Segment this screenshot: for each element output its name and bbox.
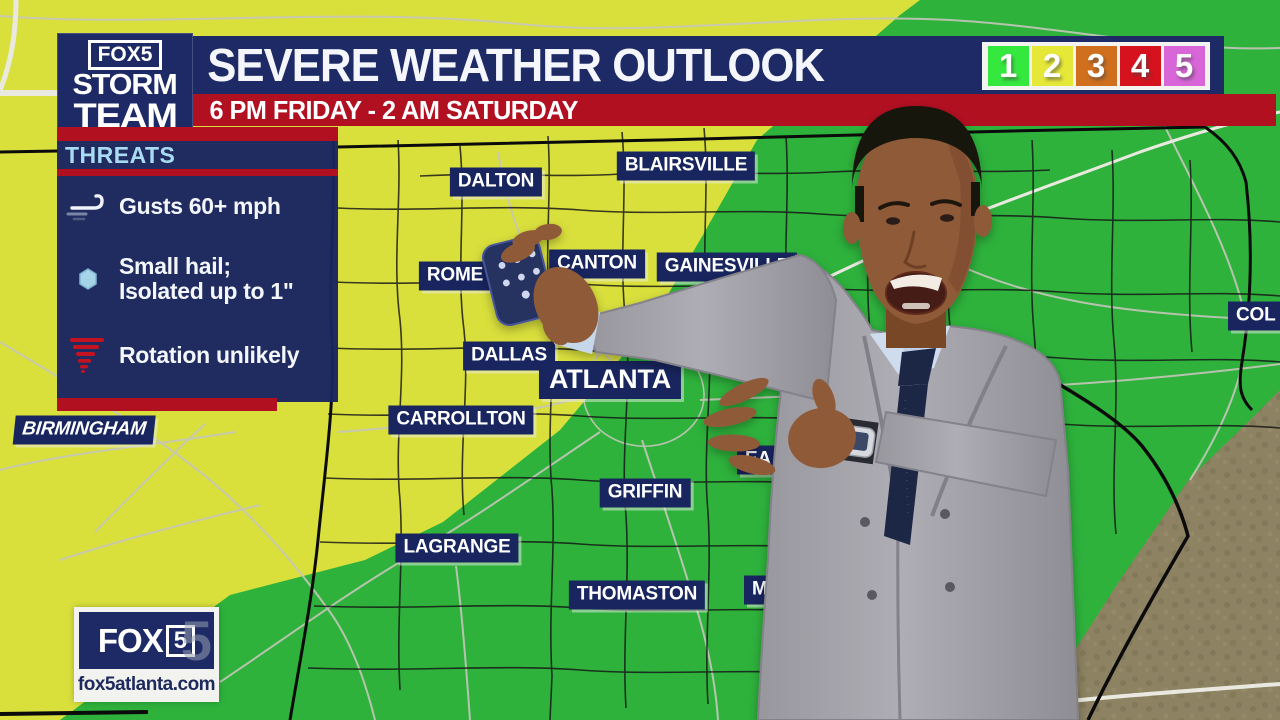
severity-level-5: 5 xyxy=(1163,46,1205,86)
city-label-blairsville: BLAIRSVILLE xyxy=(616,151,756,181)
time-range-text: 6 PM FRIDAY - 2 AM SATURDAY xyxy=(209,94,579,125)
page-title: SEVERE WEATHER OUTLOOK xyxy=(207,39,825,91)
severity-level-2: 2 xyxy=(1031,46,1073,86)
severity-level-4: 4 xyxy=(1119,46,1161,86)
storm-team-logo: FOX5 STORM TEAM xyxy=(57,33,193,133)
city-label-carrollton: CARROLLTON xyxy=(388,405,534,435)
threat-text-hail-1: Small hail; xyxy=(119,253,231,279)
threat-text-hail-2: Isolated up to 1" xyxy=(119,278,294,304)
severity-level-1: 1 xyxy=(987,46,1029,86)
river-line xyxy=(1046,375,1190,720)
logo-fox5-text: FOX5 xyxy=(87,40,163,70)
city-label-m: M xyxy=(744,575,776,605)
city-label-ea: EA xyxy=(737,445,779,475)
severity-level-3: 3 xyxy=(1075,46,1117,86)
threats-red-footer xyxy=(57,398,277,411)
header-time-bar: 6 PM FRIDAY - 2 AM SATURDAY xyxy=(192,94,1276,126)
logo-red-underline xyxy=(57,127,338,141)
no-risk-terrain xyxy=(1030,390,1280,720)
city-label-canton: CANTON xyxy=(549,249,645,279)
city-label-griffin: GRIFFIN xyxy=(599,478,691,508)
wind-gust-icon xyxy=(57,190,119,222)
threat-text-wind: Gusts 60+ mph xyxy=(119,192,281,219)
city-label-atlanta: ATLANTA xyxy=(538,361,682,399)
threat-row-hail: Small hail; Isolated up to 1" xyxy=(57,249,338,309)
city-label-birmingham: BIRMINGHAM xyxy=(12,415,156,445)
city-label-col: COL xyxy=(1228,301,1280,331)
city-label-lagrange: LAGRANGE xyxy=(395,533,519,563)
threat-text-rotation: Rotation unlikely xyxy=(119,341,300,368)
threats-divider xyxy=(57,169,338,176)
bug-number-box: 5 xyxy=(165,624,196,657)
threat-row-wind: Gusts 60+ mph xyxy=(57,181,338,231)
station-url: fox5atlanta.com xyxy=(77,674,216,695)
city-label-dalton: DALTON xyxy=(449,167,543,197)
tornado-icon xyxy=(57,337,119,373)
threats-panel: THREATS Gusts 60+ mph Small hail; Isolat… xyxy=(57,141,338,402)
hail-icon xyxy=(57,268,119,290)
bug-ghost-number: 5 xyxy=(180,612,212,669)
bug-brand-text: FOX xyxy=(97,621,164,659)
threat-row-rotation: Rotation unlikely xyxy=(57,327,338,383)
city-label-thomaston: THOMASTON xyxy=(568,580,706,610)
threats-title: THREATS xyxy=(65,142,176,168)
logo-storm-text: STORM xyxy=(72,69,178,101)
station-bug-logo: 5 FOX 5 xyxy=(79,612,214,669)
city-label-rome: ROME xyxy=(418,261,492,291)
station-bug: 5 FOX 5 fox5atlanta.com xyxy=(74,607,219,702)
city-label-gainesville: GAINESVILLE xyxy=(656,252,798,282)
